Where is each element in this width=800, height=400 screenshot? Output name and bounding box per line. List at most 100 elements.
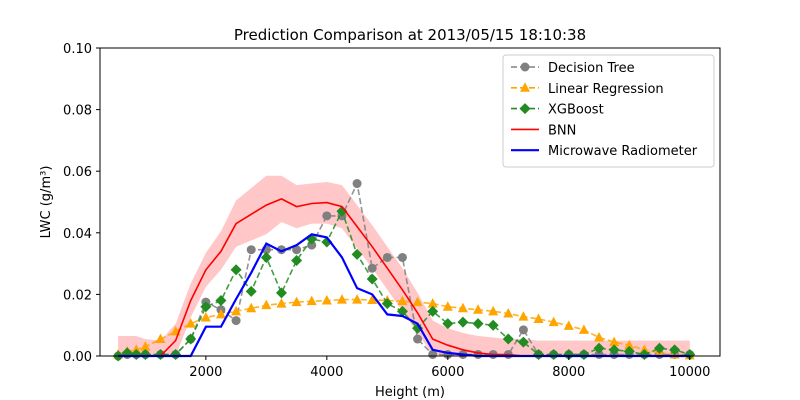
xgboost-point-33 — [593, 342, 605, 354]
legend-label-xgboost: XGBoost — [548, 103, 604, 118]
xgboost-point-34 — [608, 344, 620, 356]
legend-label-microwave-radiometer: Microwave Radiometer — [548, 144, 698, 159]
legend-entry-microwave-radiometer: Microwave Radiometer — [511, 144, 698, 159]
y-tick-label-5: 0.10 — [63, 42, 92, 57]
xgboost-point-18 — [366, 273, 378, 285]
x-tick-label-8000: 8000 — [552, 365, 585, 380]
linear-regression-point-30 — [548, 316, 559, 327]
decision-tree-point-13 — [292, 245, 302, 255]
linear-regression-point-33 — [594, 332, 605, 342]
decision-tree-point-25 — [473, 349, 483, 359]
linear-regression-point-8 — [215, 308, 226, 319]
linear-regression-point-14 — [306, 295, 317, 306]
decision-tree-point-12 — [276, 245, 286, 255]
legend-entry-bnn: BNN — [511, 123, 576, 138]
x-tick-label-4000: 4000 — [310, 365, 343, 380]
xgboost-point-25 — [472, 318, 484, 330]
xgboost-point-35 — [623, 345, 635, 357]
xgboost-point-24 — [457, 316, 469, 328]
linear-regression-point-21 — [412, 296, 423, 307]
linear-regression-point-13 — [291, 296, 302, 307]
linear-regression-point-6 — [185, 318, 196, 328]
xgboost-point-31 — [563, 348, 575, 360]
xgboost-point-38 — [669, 344, 681, 356]
xgboost-point-17 — [351, 248, 363, 260]
linear-regression-point-16 — [336, 294, 347, 304]
legend-entry-linear-regression: Linear Regression — [511, 82, 664, 97]
xgboost-point-3 — [139, 348, 151, 360]
xgboost-point-2 — [130, 348, 142, 360]
xgboost-point-30 — [548, 348, 560, 360]
xgboost-point-20 — [396, 305, 408, 317]
decision-tree-line — [117, 180, 690, 357]
xgboost-point-39 — [684, 348, 696, 360]
xgboost-point-12 — [275, 287, 287, 299]
legend-marker-xgboost — [519, 103, 531, 115]
linear-regression-point-24 — [457, 302, 468, 313]
legend-box — [502, 54, 715, 168]
linear-regression-point-10 — [246, 302, 257, 313]
xgboost-line — [117, 209, 691, 357]
xgboost-point-28 — [517, 336, 529, 348]
x-tick-label-10000: 10000 — [669, 365, 710, 380]
linear-regression-point-23 — [442, 301, 453, 311]
legend-label-decision-tree: Decision Tree — [548, 61, 635, 76]
x-tick-label-2000: 2000 — [189, 365, 222, 380]
x-tick-label-6000: 6000 — [431, 365, 464, 380]
decision-tree-point-18 — [367, 263, 377, 273]
linear-regression-point-26 — [488, 305, 499, 316]
linear-regression-point-27 — [503, 307, 514, 318]
y-tick-label-1: 0.02 — [63, 288, 92, 303]
y-axis-label: LWC (g/m³) — [39, 166, 54, 239]
legend-entry-decision-tree: Decision Tree — [511, 61, 635, 76]
legend: Decision Tree Linear Regression XGBoost BNN… — [502, 54, 715, 168]
xgboost-point-26 — [487, 319, 499, 331]
y-tick-label-0: 0.00 — [63, 350, 92, 365]
linear-regression-point-25 — [473, 304, 484, 314]
y-tick-label-4: 0.08 — [63, 104, 92, 119]
linear-regression-point-7 — [200, 312, 211, 322]
linear-regression-point-34 — [609, 336, 620, 347]
bnn-uncertainty-band — [118, 175, 690, 356]
linear-regression-point-35 — [624, 339, 635, 350]
xgboost-point-16 — [336, 205, 348, 217]
xgboost-point-8 — [215, 295, 227, 307]
xgboost-point-22 — [427, 305, 439, 317]
xgboost-point-10 — [245, 285, 257, 297]
xgboost-point-36 — [638, 348, 650, 360]
axis-ticks: 2000 4000 6000 8000 10000 0.00 0.02 0.04 0.06 0.0… — [63, 42, 710, 380]
linear-regression-point-9 — [231, 305, 242, 316]
linear-regression-line — [117, 298, 690, 357]
linear-regression-point-17 — [352, 294, 363, 304]
linear-regression-point-12 — [276, 298, 287, 308]
decision-tree-point-22 — [428, 349, 438, 359]
xgboost-point-29 — [533, 348, 545, 360]
linear-regression-point-20 — [397, 295, 408, 306]
xgboost-point-13 — [291, 255, 303, 267]
linear-regression-point-11 — [261, 299, 272, 310]
linear-regression-point-3 — [140, 341, 151, 351]
decision-tree-point-19 — [382, 252, 392, 262]
x-axis-label: Height (m) — [375, 385, 445, 400]
xgboost-point-21 — [412, 322, 424, 334]
legend-label-linear-regression: Linear Regression — [548, 82, 664, 97]
y-tick-label-2: 0.04 — [63, 227, 92, 242]
linear-regression-point-29 — [533, 313, 544, 324]
xgboost-point-32 — [578, 348, 590, 360]
decision-tree-point-10 — [246, 245, 256, 255]
chart-title: Prediction Comparison at 2013/05/15 18:1… — [234, 26, 586, 44]
decision-tree-point-15 — [322, 211, 332, 221]
series-xgboost — [112, 205, 696, 362]
xgboost-point-4 — [154, 348, 166, 360]
legend-label-bnn: BNN — [548, 123, 576, 138]
linear-regression-point-28 — [518, 311, 529, 321]
xgboost-point-37 — [654, 342, 666, 354]
linear-regression-point-31 — [563, 320, 574, 330]
y-tick-label-3: 0.06 — [63, 165, 92, 180]
xgboost-point-11 — [260, 251, 272, 263]
xgboost-point-5 — [170, 348, 182, 360]
linear-regression-point-32 — [578, 324, 589, 334]
legend-marker-decision-tree — [520, 62, 530, 72]
linear-regression-point-15 — [321, 295, 332, 305]
